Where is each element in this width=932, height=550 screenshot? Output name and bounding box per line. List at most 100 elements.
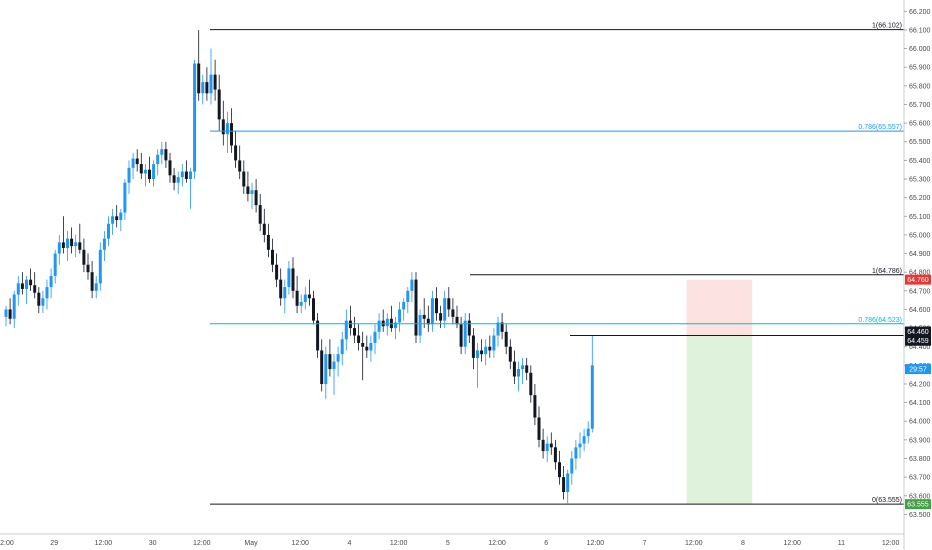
- candle-body[interactable]: [29, 279, 33, 286]
- candle-body[interactable]: [517, 369, 520, 377]
- candle-body[interactable]: [78, 242, 82, 250]
- candle-body[interactable]: [4, 309, 8, 317]
- candle-body[interactable]: [435, 298, 438, 314]
- candle-body[interactable]: [488, 346, 492, 351]
- candle-body[interactable]: [189, 171, 192, 180]
- candle-body[interactable]: [348, 320, 352, 329]
- candle-body[interactable]: [504, 331, 508, 347]
- candle-body[interactable]: [16, 283, 20, 295]
- candle-body[interactable]: [119, 212, 123, 221]
- candle-body[interactable]: [246, 186, 250, 194]
- candle-body[interactable]: [443, 298, 447, 321]
- candle-body[interactable]: [279, 279, 283, 299]
- candle-body[interactable]: [193, 63, 197, 172]
- candle-body[interactable]: [197, 63, 201, 94]
- candle-body[interactable]: [168, 160, 172, 176]
- candle-body[interactable]: [37, 292, 41, 306]
- candle-body[interactable]: [41, 298, 45, 306]
- candle-body[interactable]: [160, 149, 164, 155]
- candle-body[interactable]: [476, 350, 479, 358]
- candle-body[interactable]: [414, 279, 418, 336]
- candle-body[interactable]: [451, 309, 455, 317]
- candle-body[interactable]: [398, 309, 402, 323]
- candle-body[interactable]: [545, 443, 549, 452]
- candle-body[interactable]: [86, 264, 90, 273]
- candle-body[interactable]: [209, 74, 213, 94]
- candle-body[interactable]: [176, 177, 180, 183]
- candle-body[interactable]: [115, 216, 119, 221]
- candle-body[interactable]: [234, 145, 238, 161]
- candle-body[interactable]: [361, 342, 365, 347]
- candle-body[interactable]: [336, 354, 340, 362]
- candle-body[interactable]: [135, 158, 139, 165]
- candle-body[interactable]: [254, 190, 258, 206]
- candle-body[interactable]: [586, 428, 590, 437]
- candle-body[interactable]: [328, 354, 332, 370]
- candle-body[interactable]: [143, 169, 147, 174]
- candle-body[interactable]: [57, 242, 61, 254]
- candle-body[interactable]: [480, 350, 484, 355]
- candle-body[interactable]: [271, 249, 274, 265]
- candle-body[interactable]: [521, 365, 525, 370]
- candle-body[interactable]: [12, 294, 16, 319]
- candle-body[interactable]: [562, 477, 566, 493]
- candle-body[interactable]: [422, 315, 426, 319]
- candle-body[interactable]: [430, 298, 434, 325]
- candle-body[interactable]: [467, 320, 471, 336]
- candle-body[interactable]: [537, 417, 541, 440]
- candle-body[interactable]: [180, 171, 184, 178]
- candle-body[interactable]: [238, 160, 242, 172]
- candle-body[interactable]: [102, 238, 106, 250]
- candle-body[interactable]: [258, 205, 262, 224]
- candle-body[interactable]: [127, 167, 131, 183]
- candle-body[interactable]: [459, 324, 463, 347]
- candle-body[interactable]: [25, 279, 28, 289]
- candle-body[interactable]: [275, 264, 279, 280]
- candle-body[interactable]: [291, 268, 295, 291]
- candle-body[interactable]: [492, 335, 496, 351]
- candle-body[interactable]: [250, 190, 254, 194]
- candle-body[interactable]: [184, 171, 188, 180]
- candle-body[interactable]: [463, 320, 467, 347]
- candle-body[interactable]: [500, 322, 504, 332]
- candle-body[interactable]: [205, 82, 209, 94]
- candle-body[interactable]: [148, 169, 151, 180]
- candle-body[interactable]: [221, 119, 225, 135]
- candle-body[interactable]: [553, 447, 557, 463]
- candle-body[interactable]: [369, 342, 373, 351]
- candle-body[interactable]: [549, 443, 553, 448]
- candle-body[interactable]: [70, 238, 74, 247]
- candle-body[interactable]: [496, 322, 500, 336]
- candle-body[interactable]: [344, 320, 348, 340]
- candle-body[interactable]: [471, 335, 475, 358]
- candle-body[interactable]: [316, 320, 320, 351]
- candle-body[interactable]: [152, 164, 156, 180]
- candle-body[interactable]: [20, 283, 24, 289]
- candle-body[interactable]: [529, 372, 533, 396]
- candle-body[interactable]: [217, 89, 221, 120]
- candle-body[interactable]: [262, 223, 266, 235]
- candle-body[interactable]: [340, 339, 344, 355]
- candle-body[interactable]: [582, 436, 586, 444]
- candle-body[interactable]: [131, 158, 135, 168]
- candle-body[interactable]: [49, 275, 53, 288]
- candle-body[interactable]: [410, 279, 414, 291]
- candle-body[interactable]: [242, 171, 246, 187]
- candle-body[interactable]: [484, 346, 488, 355]
- candle-body[interactable]: [332, 361, 336, 370]
- candle-body[interactable]: [320, 350, 324, 384]
- candle-body[interactable]: [201, 82, 205, 94]
- candle-body[interactable]: [225, 123, 229, 135]
- candle-body[interactable]: [365, 346, 369, 351]
- candle-body[interactable]: [287, 268, 291, 288]
- stop-zone[interactable]: [686, 335, 753, 505]
- candle-body[interactable]: [307, 294, 311, 299]
- candle-body[interactable]: [90, 272, 94, 291]
- candle-body[interactable]: [53, 253, 57, 276]
- candle-body[interactable]: [156, 154, 160, 165]
- candle-body[interactable]: [512, 361, 516, 377]
- candle-body[interactable]: [533, 395, 537, 418]
- candle-body[interactable]: [266, 234, 270, 250]
- candle-body[interactable]: [566, 473, 570, 493]
